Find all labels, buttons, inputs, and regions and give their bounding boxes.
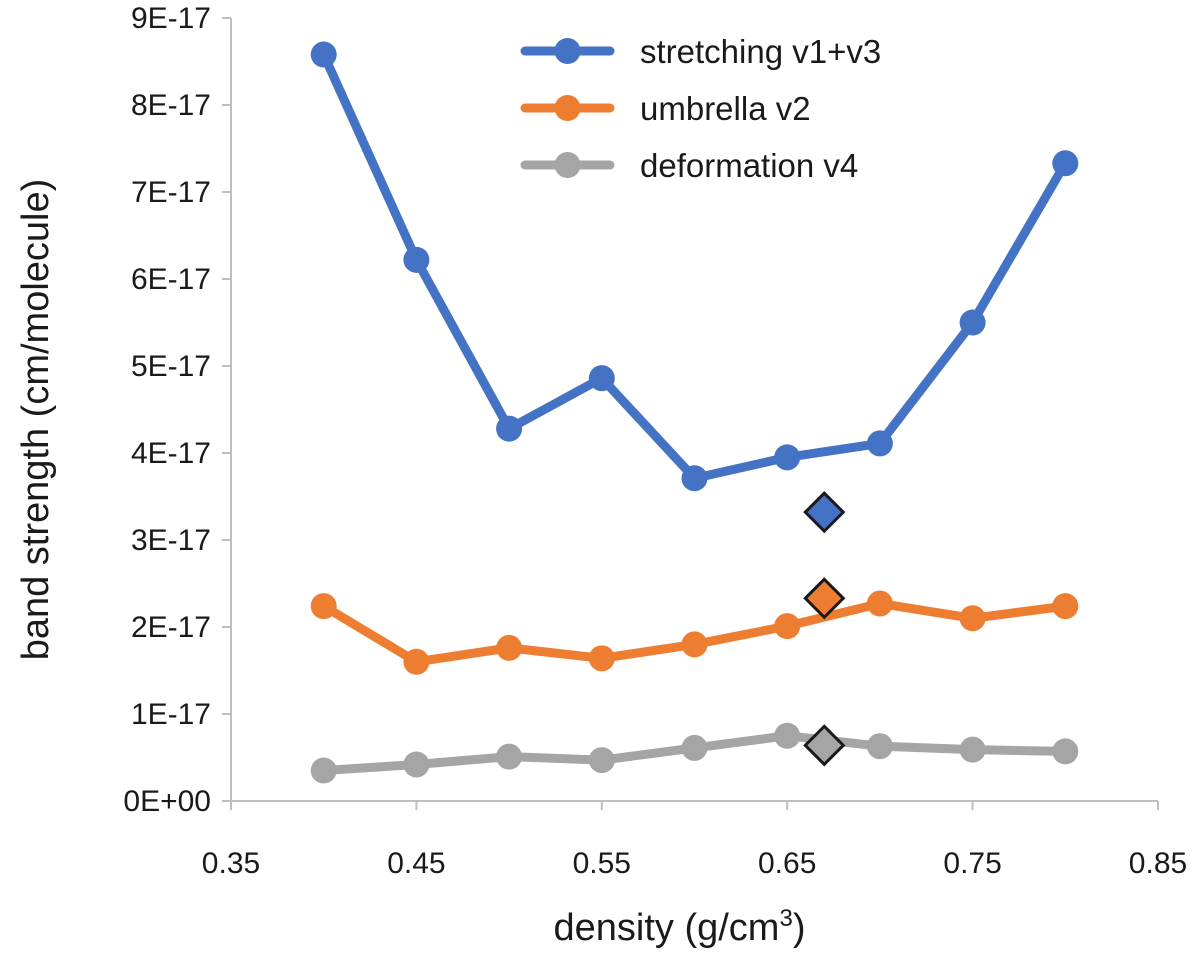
data-point (310, 41, 337, 68)
data-point (588, 365, 615, 392)
reference-marker (803, 724, 846, 767)
legend-label: umbrella v2 (640, 90, 811, 127)
data-point (681, 631, 708, 658)
y-tick-label: 8E-17 (131, 89, 211, 122)
y-ticks: 0E+00 1E-17 2E-17 3E-17 4E-17 5E-17 6E-17 7E-17… (123, 2, 231, 818)
y-tick-label: 4E-17 (131, 437, 211, 470)
x-ticks: 0.35 0.45 0.55 0.65 0.75 0.85 (202, 801, 1187, 880)
reference-marker (803, 577, 846, 620)
data-point (866, 430, 893, 457)
legend-label: deformation v4 (640, 147, 858, 184)
legend-swatch-marker (554, 152, 581, 178)
axes (230, 18, 1158, 802)
data-point (403, 751, 430, 778)
data-point (310, 593, 337, 620)
data-point (681, 465, 708, 492)
reference-marker (803, 491, 846, 534)
data-point (1052, 150, 1079, 177)
y-tick-label: 1E-17 (131, 698, 211, 731)
series-0 (310, 41, 1079, 492)
x-tick-label: 0.55 (573, 847, 631, 880)
y-tick-label: 2E-17 (131, 611, 211, 644)
y-tick-label: 3E-17 (131, 524, 211, 557)
y-tick-label: 0E+00 (123, 785, 211, 818)
data-point (774, 613, 801, 640)
reference-markers (803, 491, 846, 767)
series-2 (310, 722, 1079, 784)
x-axis-title-main: density (g/cm (554, 907, 780, 949)
data-point (959, 309, 986, 336)
y-tick-label: 5E-17 (131, 350, 211, 383)
data-point (403, 246, 430, 273)
data-point (774, 722, 801, 749)
data-point (588, 747, 615, 774)
data-point (496, 634, 523, 661)
data-point (774, 444, 801, 471)
y-tick-label: 6E-17 (131, 263, 211, 296)
legend-entry: deformation v4 (520, 147, 858, 184)
x-tick-label: 0.45 (387, 847, 445, 880)
data-point (1052, 738, 1079, 765)
data-point (681, 734, 708, 761)
data-point (310, 757, 337, 784)
data-point (496, 415, 523, 442)
x-axis-title: density (g/cm3) (554, 905, 806, 949)
y-tick-label: 7E-17 (131, 176, 211, 209)
series-1 (310, 590, 1079, 675)
y-axis-title: band strength (cm/molecule) (15, 179, 57, 661)
legend-swatch-marker (554, 38, 581, 64)
series-layer (310, 41, 1079, 784)
data-point (959, 605, 986, 632)
data-point (496, 743, 523, 770)
x-tick-label: 0.65 (758, 847, 816, 880)
y-tick-label: 9E-17 (131, 2, 211, 35)
data-point (866, 590, 893, 617)
legend-swatch-marker (554, 95, 581, 121)
legend-entry: umbrella v2 (520, 90, 811, 127)
x-tick-label: 0.75 (943, 847, 1001, 880)
x-axis-title-close: ) (793, 907, 806, 949)
legend-label: stretching v1+v3 (640, 33, 881, 70)
x-tick-label: 0.35 (202, 847, 260, 880)
x-axis-title-sup: 3 (779, 905, 792, 932)
legend: stretching v1+v3 umbrella v2 deformation v… (520, 33, 881, 184)
x-tick-label: 0.85 (1129, 847, 1187, 880)
data-point (588, 645, 615, 672)
legend-entry: stretching v1+v3 (520, 33, 881, 70)
data-point (866, 733, 893, 760)
data-point (1052, 593, 1079, 620)
data-point (959, 736, 986, 763)
data-point (403, 648, 430, 675)
